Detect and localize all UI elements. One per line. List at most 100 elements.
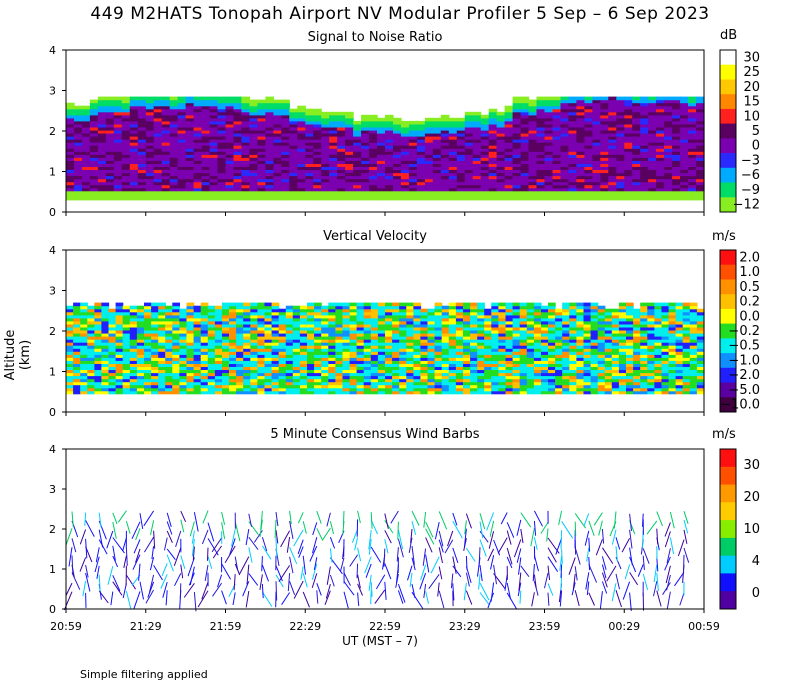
snr-cell <box>688 96 697 101</box>
velocity-cell <box>583 357 592 361</box>
snr-cell <box>377 151 386 155</box>
velocity-cell <box>576 351 585 355</box>
snr-cell <box>424 193 434 198</box>
velocity-cell <box>406 311 414 316</box>
velocity-cell <box>533 351 542 355</box>
velocity-cell <box>186 308 195 313</box>
snr-cell <box>313 130 322 134</box>
snr-cell <box>648 184 657 189</box>
velocity-cell <box>186 314 195 319</box>
snr-cell <box>313 151 322 155</box>
snr-cell <box>297 111 306 116</box>
snr-cell <box>329 114 338 119</box>
velocity-cell <box>264 330 273 334</box>
velocity-cell <box>441 326 450 331</box>
snr-cell <box>496 187 506 192</box>
velocity-cell <box>285 345 294 349</box>
velocity-cell <box>101 326 110 331</box>
snr-cell <box>321 130 330 134</box>
velocity-cell <box>115 302 124 307</box>
snr-cell <box>416 184 426 189</box>
velocity-cell <box>512 354 521 358</box>
snr-cell <box>424 175 434 180</box>
velocity-cell <box>349 372 358 377</box>
snr-cell <box>153 175 163 180</box>
snr-cell <box>345 136 354 140</box>
snr-cell <box>329 193 338 198</box>
snr-cell <box>496 127 506 131</box>
snr-cell <box>600 184 609 189</box>
velocity-cell <box>569 369 577 374</box>
velocity-cell <box>356 336 365 340</box>
velocity-cell <box>207 336 216 340</box>
snr-cell <box>424 133 434 137</box>
snr-cell <box>576 154 585 158</box>
velocity-cell <box>434 387 443 392</box>
snr-cell <box>424 139 434 143</box>
velocity-cell <box>122 375 131 380</box>
velocity-cell <box>399 363 407 367</box>
velocity-cell <box>115 369 124 374</box>
velocity-cell <box>292 390 301 395</box>
velocity-cell <box>519 305 528 310</box>
velocity-cell <box>477 311 485 316</box>
snr-cell <box>680 130 689 134</box>
velocity-cell <box>257 333 266 337</box>
velocity-cell <box>519 302 528 307</box>
velocity-cell <box>420 390 429 395</box>
snr-cell <box>249 196 258 201</box>
snr-cell <box>369 151 378 155</box>
snr-cell <box>225 193 235 198</box>
velocity-cell <box>292 345 301 349</box>
snr-cell <box>424 172 434 177</box>
velocity-cell <box>172 314 180 319</box>
snr-cell <box>560 184 570 189</box>
snr-cell <box>161 133 171 137</box>
snr-cell <box>576 169 585 174</box>
snr-cell <box>129 142 139 146</box>
velocity-cell <box>193 330 202 334</box>
snr-cell <box>600 111 609 116</box>
velocity-cell <box>519 387 528 392</box>
snr-cell <box>345 117 354 122</box>
snr-cell <box>209 108 219 113</box>
snr-cell <box>257 127 266 131</box>
snr-cell <box>472 123 482 128</box>
snr-cell <box>648 102 657 107</box>
snr-cell <box>568 114 577 119</box>
snr-cell <box>329 157 338 161</box>
snr-cell <box>66 120 75 125</box>
velocity-cell <box>73 339 81 343</box>
snr-cell <box>233 102 243 107</box>
velocity-cell <box>533 333 542 337</box>
snr-cell <box>233 117 243 122</box>
snr-cell <box>193 169 203 174</box>
velocity-cell <box>562 320 570 325</box>
snr-cell <box>456 187 466 192</box>
snr-cell <box>520 99 530 104</box>
snr-cell <box>257 157 266 161</box>
snr-cell <box>217 169 227 174</box>
snr-cell <box>385 172 394 177</box>
snr-cell <box>568 148 577 152</box>
snr-cell <box>89 120 99 125</box>
velocity-cell <box>576 330 585 334</box>
velocity-cell <box>477 369 485 374</box>
snr-cell <box>89 111 99 116</box>
velocity-cell <box>519 369 528 374</box>
velocity-cell <box>314 363 322 367</box>
snr-cell <box>209 136 219 140</box>
snr-cell <box>177 169 187 174</box>
snr-cell <box>337 157 346 161</box>
velocity-cell <box>562 339 570 343</box>
snr-cell <box>105 117 115 122</box>
snr-cell <box>680 96 689 101</box>
velocity-cell <box>129 311 138 316</box>
snr-cell <box>656 157 665 161</box>
velocity-cell <box>463 381 471 386</box>
velocity-cell <box>200 330 209 334</box>
snr-cell <box>305 117 314 122</box>
velocity-cell <box>144 330 152 334</box>
snr-cell <box>329 169 338 174</box>
velocity-cell <box>122 348 131 352</box>
